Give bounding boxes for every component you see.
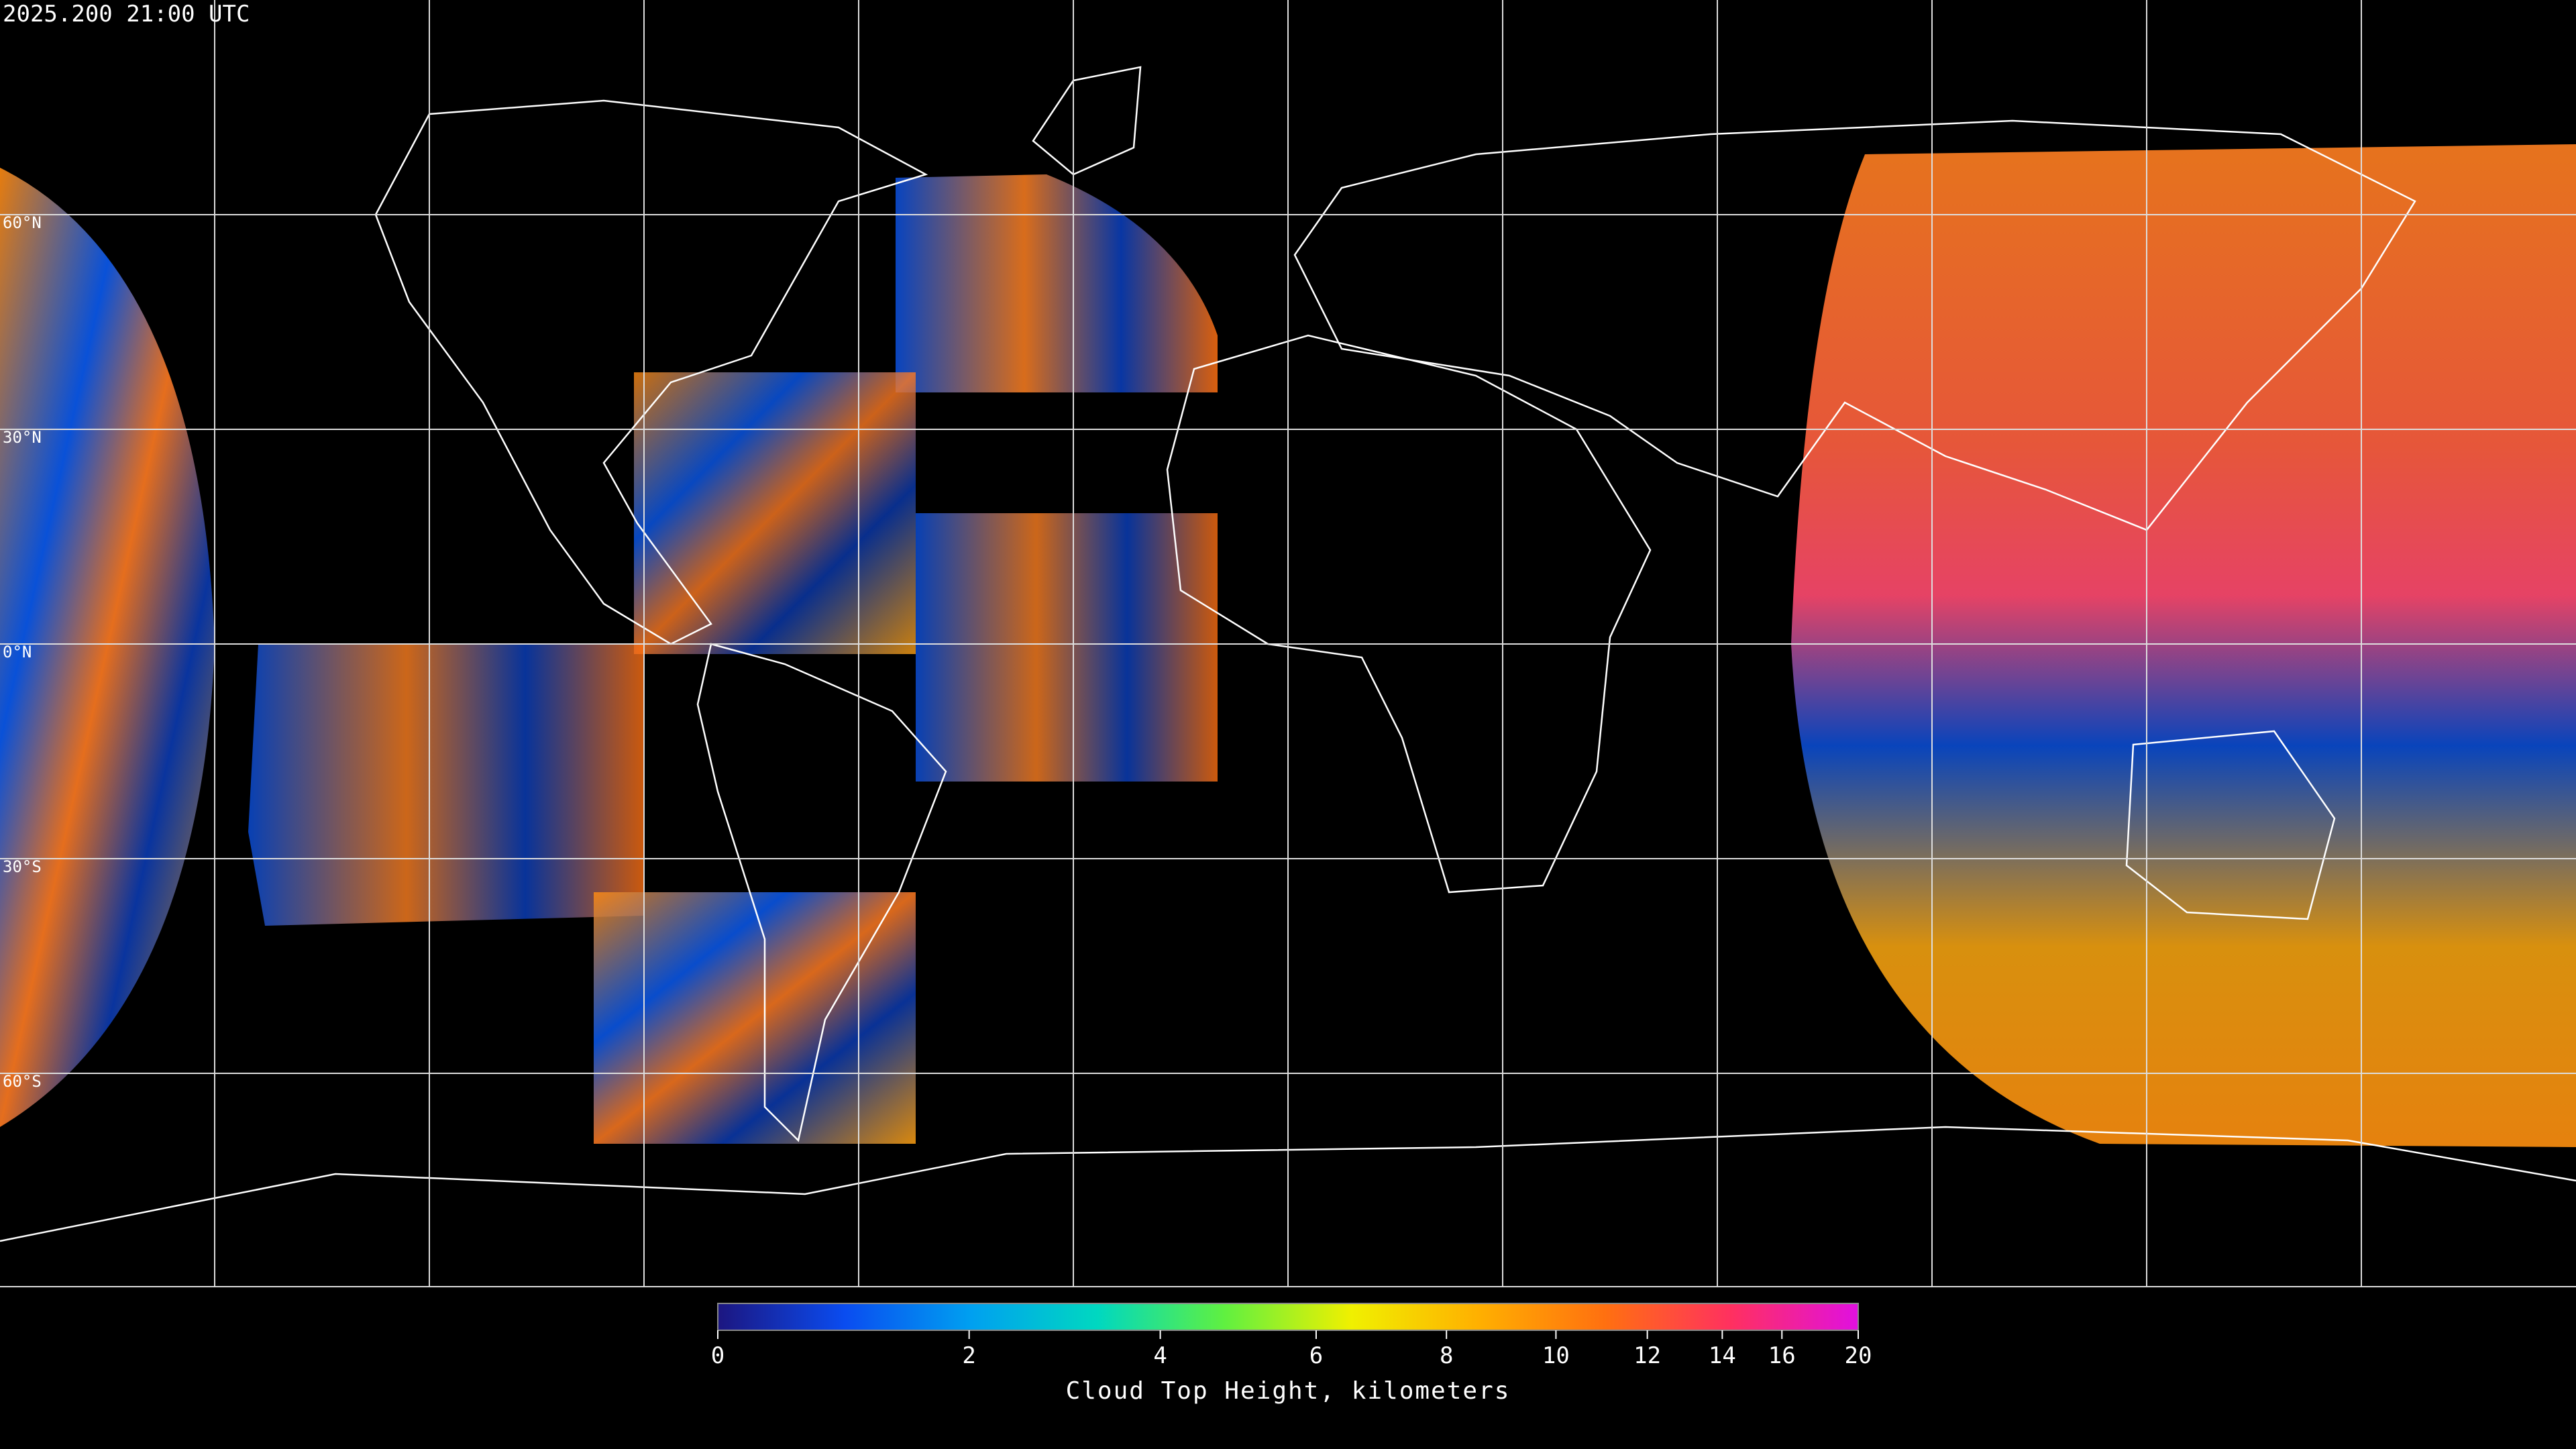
colorbar-tick-label: 12: [1633, 1342, 1661, 1369]
graticule: [0, 0, 2576, 1287]
cloud-imagery: [0, 144, 2576, 1147]
timestamp: 2025.200 21:00 UTC: [3, 1, 250, 28]
colorbar-tick-label: 8: [1440, 1342, 1453, 1369]
colorbar-tick-label: 16: [1768, 1342, 1796, 1369]
colorbar-tick-label: 6: [1309, 1342, 1323, 1369]
latitude-label: 60°S: [3, 1072, 42, 1091]
colorbar-tick-label: 4: [1153, 1342, 1167, 1369]
latitude-label: 30°S: [3, 857, 42, 876]
latitude-label: 0°N: [3, 643, 32, 661]
latitude-label: 60°N: [3, 213, 42, 232]
colorbar: [717, 1303, 1859, 1331]
colorbar-tick-label: 10: [1542, 1342, 1570, 1369]
colorbar-label: Cloud Top Height, kilometers: [1066, 1377, 1511, 1405]
colorbar-tick-label: 2: [962, 1342, 975, 1369]
latitude-label: 30°N: [3, 428, 42, 447]
colorbar-tick-label: 20: [1845, 1342, 1872, 1369]
latitude-labels: 60°N 30°N 0°N 30°S 60°S: [3, 213, 42, 1091]
colorbar-tick-label: 0: [711, 1342, 724, 1369]
colorbar-ticks: 0 2 4 6 8 10 12 14 16 20: [711, 1330, 1872, 1369]
colorbar-tick-label: 14: [1709, 1342, 1736, 1369]
